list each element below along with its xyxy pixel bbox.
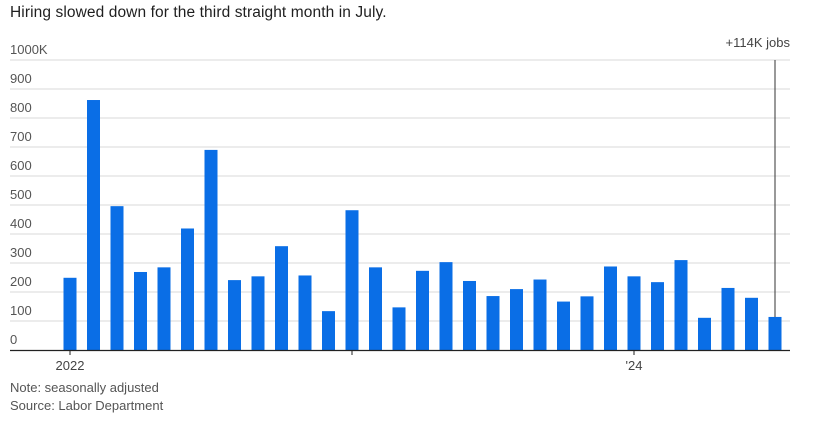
bar-2023-02: [369, 267, 382, 350]
bar-2024-01: [627, 276, 641, 350]
latest-value-annotation: +114K jobs: [726, 35, 791, 317]
bars: [63, 100, 782, 351]
y-tick-label: 600: [10, 158, 32, 173]
bar-2023-12: [604, 266, 617, 350]
bar-2023-05: [439, 262, 453, 350]
x-tick-label: 2022: [56, 358, 85, 373]
y-tick-label: 400: [10, 216, 32, 231]
x-axis-tick-labels: 2022 '24: [56, 350, 643, 373]
bar-2023-11: [580, 296, 594, 350]
bar-2023-03: [392, 307, 406, 350]
bar-2022-03: [110, 206, 124, 350]
y-tick-label: 900: [10, 71, 32, 86]
y-axis-tick-labels: 0 100 200 300 400 500 600 700 800 900 1000K: [10, 42, 48, 347]
bar-2024-06: [745, 297, 758, 350]
y-tick-label: 0: [10, 332, 17, 347]
bar-2022-06: [181, 228, 194, 350]
bar-2022-11: [298, 275, 312, 350]
y-tick-label: 1000K: [10, 42, 48, 57]
hiring-bar-chart: 0 100 200 300 400 500 600 700 800 900 1000K 2022 '2…: [10, 35, 791, 373]
y-tick-label: 800: [10, 100, 32, 115]
chart-source: Source: Labor Department: [10, 398, 164, 413]
gridlines: [10, 59, 790, 322]
bar-2023-04: [416, 270, 429, 350]
bar-2024-03: [674, 260, 688, 350]
bar-2022-08: [228, 280, 241, 350]
y-tick-label: 500: [10, 187, 32, 202]
bar-2023-10: [557, 301, 570, 350]
annotation-label: +114K jobs: [726, 35, 791, 50]
bar-2024-07: [768, 316, 782, 350]
bar-2022-12: [322, 311, 335, 350]
bar-2022-02: [87, 100, 100, 351]
bar-2022-10: [275, 246, 288, 350]
bar-2022-04: [134, 271, 147, 350]
bar-2024-05: [721, 287, 735, 350]
bar-2023-01: [345, 210, 359, 350]
bar-2024-04: [698, 317, 711, 350]
chart-note: Note: seasonally adjusted: [10, 380, 159, 395]
x-tick-label: '24: [626, 358, 643, 373]
y-tick-label: 300: [10, 245, 32, 260]
bar-2024-02: [651, 282, 664, 350]
bar-2023-06: [463, 280, 476, 350]
bar-2023-07: [486, 296, 500, 350]
chart-title: Hiring slowed down for the third straigh…: [10, 4, 387, 21]
bar-2022-01: [63, 277, 77, 350]
bar-2023-09: [533, 279, 547, 350]
bar-2022-09: [251, 276, 265, 350]
bar-2023-08: [510, 289, 523, 350]
y-tick-label: 200: [10, 274, 32, 289]
bar-2022-07: [204, 149, 218, 350]
y-tick-label: 700: [10, 129, 32, 144]
bar-2022-05: [157, 267, 171, 350]
y-tick-label: 100: [10, 303, 32, 318]
